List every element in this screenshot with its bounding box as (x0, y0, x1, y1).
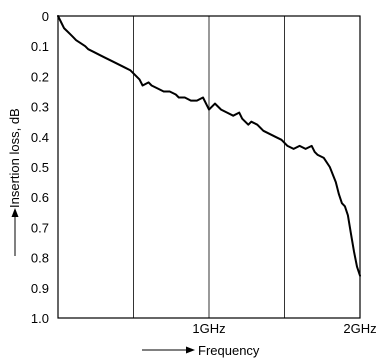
insertion-loss-line (57, 15, 361, 277)
y-tick-label: 0.7 (31, 220, 49, 235)
x-tick-label: 2GHz (343, 321, 376, 336)
y-tick-label: 0.8 (31, 251, 49, 266)
x-tick-labels: 1GHz 2GHz (192, 321, 376, 336)
grid-lines (133, 16, 285, 318)
plot-area-frame (57, 15, 361, 319)
y-tick-label: 0 (42, 9, 49, 24)
y-tick-labels: 0 0.1 0.2 0.3 0.4 0.5 0.6 0.7 0.8 0.9 1.0 (31, 9, 49, 326)
y-tick-label: 0.2 (31, 69, 49, 84)
y-axis-arrow-head (11, 208, 19, 217)
x-axis-title: Frequency (198, 343, 260, 358)
y-axis-title-group: Insertion loss, dB (7, 108, 22, 256)
y-tick-label: 0.6 (31, 190, 49, 205)
y-tick-label: 0.9 (31, 281, 49, 296)
x-axis-arrow-head (186, 346, 195, 354)
y-tick-label: 0.4 (31, 130, 49, 145)
y-tick-label: 0.3 (31, 100, 49, 115)
y-tick-label: 0.5 (31, 160, 49, 175)
x-tick-label: 1GHz (192, 321, 225, 336)
y-axis-title: Insertion loss, dB (7, 108, 22, 208)
y-tick-label: 1.0 (31, 311, 49, 326)
y-tick-label: 0.1 (31, 39, 49, 54)
x-axis-title-group: Frequency (142, 343, 260, 358)
